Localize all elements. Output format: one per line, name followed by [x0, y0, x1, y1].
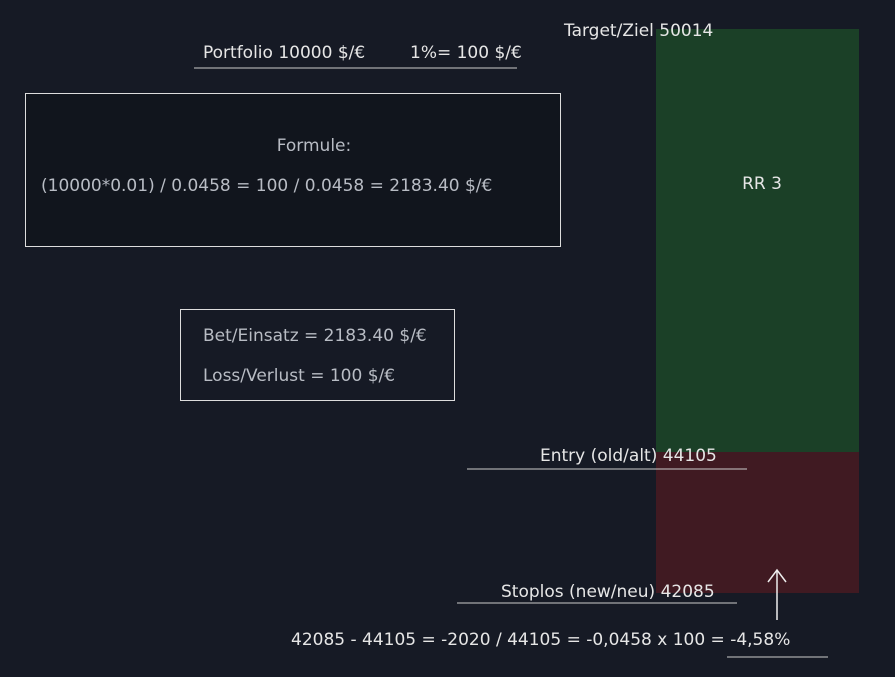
formula-box [25, 93, 561, 247]
profit-zone [656, 29, 859, 452]
bet-loss: Loss/Verlust = 100 $/€ [203, 366, 395, 386]
calc-label: 42085 - 44105 = -2020 / 44105 = -0,0458 … [291, 630, 790, 650]
stop-label: Stoplos (new/neu) 42085 [501, 582, 715, 602]
target-label: Target/Ziel 50014 [563, 21, 713, 41]
bet-stake: Bet/Einsatz = 2183.40 $/€ [203, 326, 427, 346]
arrow-head [767, 568, 787, 583]
loss-zone [656, 452, 859, 593]
formula-title: Formule: [277, 136, 352, 156]
entry-label: Entry (old/alt) 44105 [540, 446, 717, 466]
formula-text: (10000*0.01) / 0.0458 = 100 / 0.0458 = 2… [41, 176, 492, 196]
bet-box [180, 309, 455, 401]
ratio-label: RR 3 [742, 174, 782, 194]
risk-label: 1%= 100 $/€ [410, 43, 522, 63]
portfolio-label: Portfolio 10000 $/€ [203, 43, 365, 63]
